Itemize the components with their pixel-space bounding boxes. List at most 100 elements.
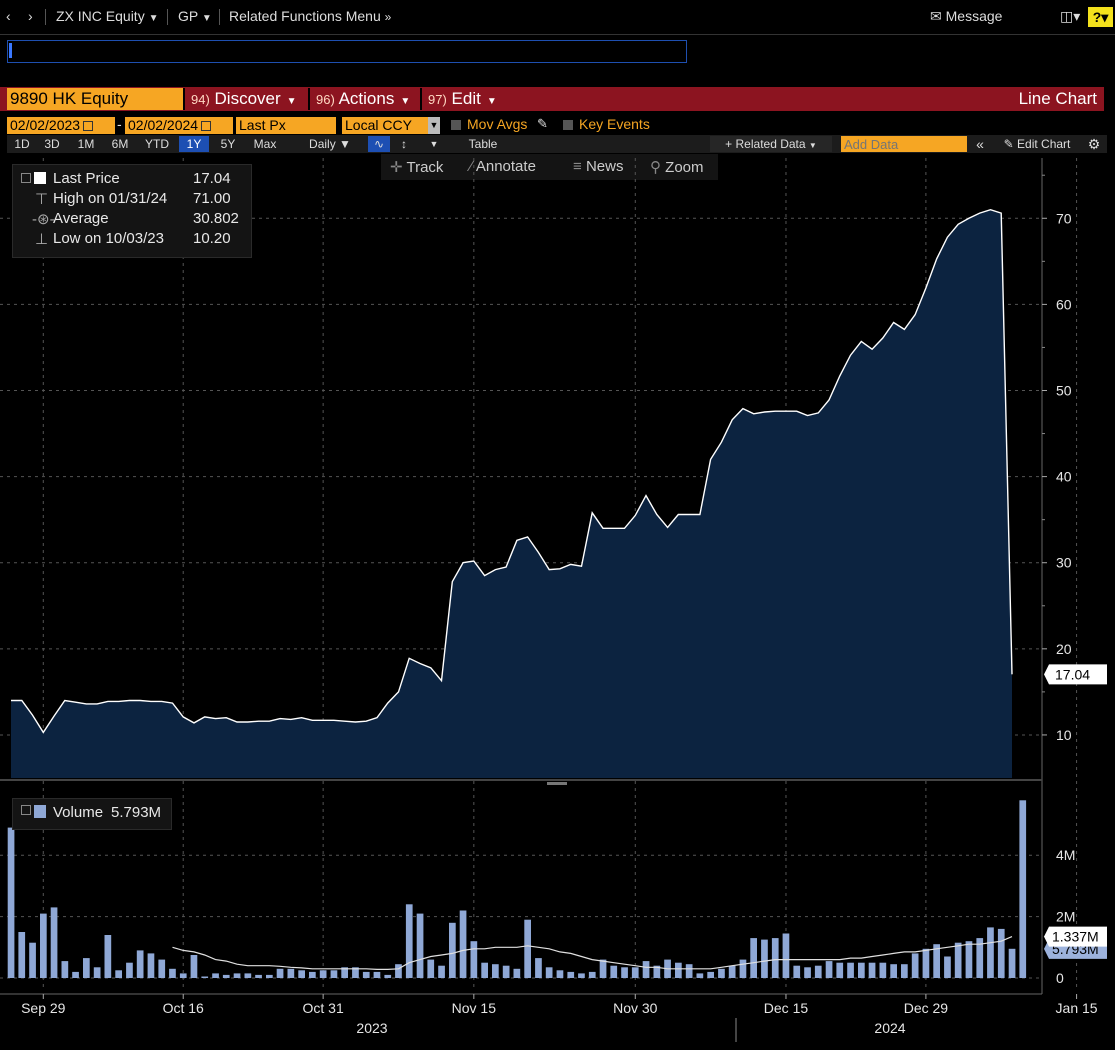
volume-bar xyxy=(341,967,348,978)
related-data-button[interactable]: + Related Data ▼ xyxy=(710,136,832,152)
volume-bar xyxy=(890,964,897,978)
function-selector[interactable]: GP ▼ xyxy=(178,8,212,24)
range-button-ytd[interactable]: YTD xyxy=(145,137,169,151)
chevron-down-icon: ▼ xyxy=(201,13,212,24)
volume-bar xyxy=(911,953,919,978)
mov-avgs-checkbox[interactable] xyxy=(451,120,461,130)
panel-resize-handle[interactable] xyxy=(547,782,567,785)
collapse-icon[interactable] xyxy=(21,805,31,815)
volume-bar xyxy=(944,956,951,978)
volume-bar xyxy=(825,961,833,978)
window-menu-icon[interactable]: ◫▾ xyxy=(1060,8,1081,24)
chevron-down-icon: ▼ xyxy=(486,96,497,107)
security-selector[interactable]: ZX INC Equity ▼ xyxy=(56,8,159,24)
collapse-icon[interactable] xyxy=(21,173,31,183)
volume-average-tag xyxy=(1044,926,1107,947)
volume-bar xyxy=(771,938,779,978)
volume-bar xyxy=(631,967,639,978)
start-date-field[interactable]: 02/02/2023 xyxy=(7,117,115,134)
currency-selector[interactable]: Local CCY ▼ xyxy=(342,117,440,134)
volume-bar xyxy=(158,959,166,978)
range-button-5y[interactable]: 5Y xyxy=(220,137,236,151)
volume-bar xyxy=(61,961,69,978)
last-price-tag-label: 17.04 xyxy=(1055,666,1090,682)
range-button-max[interactable]: Max xyxy=(253,137,277,151)
volume-bar xyxy=(298,970,305,978)
high-label: High on 01/31/24 xyxy=(53,190,168,207)
chevron-down-icon[interactable]: ▼ xyxy=(429,139,439,149)
add-data-input[interactable] xyxy=(841,136,967,152)
mov-avgs-label: Mov Avgs xyxy=(467,116,528,132)
field-selector[interactable]: Last Px xyxy=(236,117,336,134)
volume-bar xyxy=(502,965,510,978)
ticker-field[interactable]: 9890 HK Equity xyxy=(7,88,183,110)
volume-bar xyxy=(50,907,58,978)
range-button-6m[interactable]: 6M xyxy=(111,137,129,151)
volume-bar xyxy=(524,919,531,978)
price-tick-label: 20 xyxy=(1056,641,1072,657)
volume-bar xyxy=(750,938,757,978)
volume-bar xyxy=(901,964,908,978)
volume-bar xyxy=(610,965,618,978)
x-tick-label: Sep 29 xyxy=(21,1000,66,1016)
frequency-selector[interactable]: Daily ▼ xyxy=(309,137,351,151)
line-chart-icon[interactable]: ∿ xyxy=(368,136,390,152)
actions-menu[interactable]: 96) Actions ▼ xyxy=(308,88,420,110)
volume-bar xyxy=(330,970,338,978)
nav-divider xyxy=(45,9,46,25)
volume-bar xyxy=(675,962,682,978)
table-button[interactable]: Table xyxy=(468,137,498,151)
volume-bar xyxy=(405,904,413,978)
volume-bar xyxy=(104,935,112,978)
volume-bar xyxy=(513,968,521,978)
volume-bar xyxy=(201,976,209,978)
edit-menu[interactable]: 97) Edit ▼ xyxy=(420,88,504,110)
volume-bar xyxy=(7,827,15,978)
last-price-tag xyxy=(1044,664,1107,685)
volume-tick-label: 0 xyxy=(1056,970,1064,986)
edit-chart-button[interactable]: ✎ Edit Chart xyxy=(994,136,1080,152)
range-button-3d[interactable]: 3D xyxy=(44,137,60,151)
envelope-icon: ✉ xyxy=(930,8,942,24)
gear-icon[interactable]: ⚙ xyxy=(1087,136,1101,152)
bar-style-icon[interactable]: ↕ xyxy=(401,137,407,151)
help-button[interactable]: ?▾ xyxy=(1088,7,1113,27)
calendar-icon[interactable] xyxy=(201,121,212,132)
end-date-field[interactable]: 02/02/2024 xyxy=(125,117,233,134)
track-tool[interactable]: ✛ Track xyxy=(390,158,443,176)
price-tick-label: 60 xyxy=(1056,296,1072,312)
discover-menu[interactable]: 94) Discover ▼ xyxy=(183,88,308,110)
high-value: 71.00 xyxy=(193,190,231,207)
news-tool[interactable]: ≡ News xyxy=(573,158,623,175)
low-label: Low on 10/03/23 xyxy=(53,230,164,247)
volume-bar xyxy=(319,970,327,978)
volume-tick-label: 2M xyxy=(1056,909,1075,925)
volume-swatch xyxy=(34,805,46,818)
double-chevron-left-icon[interactable]: « xyxy=(976,136,984,152)
x-tick-label: Dec 29 xyxy=(904,1000,949,1016)
calendar-icon[interactable] xyxy=(83,121,94,132)
annotate-tool[interactable]: ∕ Annotate xyxy=(470,158,536,175)
range-button-1d[interactable]: 1D xyxy=(14,137,30,151)
volume-bar xyxy=(492,964,499,978)
related-menu-label: Related Functions Menu xyxy=(229,8,381,24)
pencil-icon[interactable]: ✎ xyxy=(537,116,548,131)
volume-bar xyxy=(126,962,133,978)
volume-bar xyxy=(395,964,402,978)
zoom-tool[interactable]: ⚲ Zoom xyxy=(650,158,704,176)
command-line-input[interactable] xyxy=(7,40,687,63)
key-events-checkbox[interactable] xyxy=(563,120,573,130)
annotate-label: Annotate xyxy=(475,158,536,175)
range-button-1m[interactable]: 1M xyxy=(77,137,95,151)
related-functions-menu[interactable]: Related Functions Menu » xyxy=(229,8,391,24)
message-button[interactable]: ✉ Message xyxy=(930,8,1002,25)
volume-label: Volume xyxy=(53,804,104,821)
back-icon[interactable]: ‹ xyxy=(6,8,11,24)
line-draw-icon: ∕ xyxy=(470,158,473,175)
price-legend: Last Price 17.04 ⊤ High on 01/31/24 71.0… xyxy=(12,164,252,258)
volume-bar xyxy=(1019,800,1027,978)
range-button-1y[interactable]: 1Y xyxy=(179,136,209,152)
forward-icon[interactable]: › xyxy=(28,8,33,24)
discover-number: 94) xyxy=(191,92,210,107)
